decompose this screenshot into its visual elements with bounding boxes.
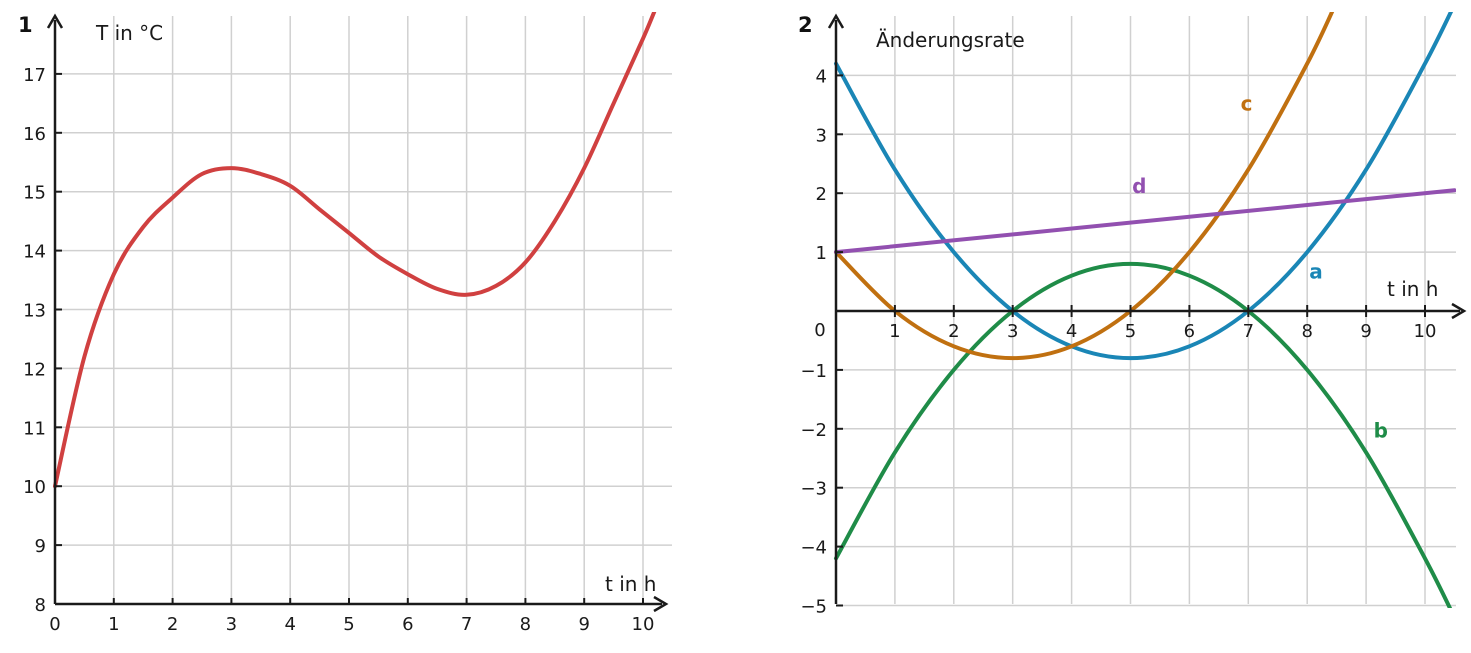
axes	[46, 13, 669, 613]
grid	[55, 16, 672, 604]
x-tick-label: 8	[520, 614, 531, 635]
axes	[827, 13, 1467, 607]
series-line-a	[834, 12, 1454, 361]
series-labels: c d a b	[1132, 92, 1388, 443]
y-tick-label: −3	[800, 479, 827, 500]
x-tick-labels: 1 2 3 4 5 6 7 8 9 10	[889, 321, 1436, 342]
series-label-d: d	[1132, 174, 1146, 198]
series-label-a: a	[1309, 260, 1323, 284]
temperature-line	[53, 12, 657, 489]
series-label-c: c	[1241, 92, 1253, 116]
series-group	[834, 12, 1456, 608]
y-axis-arrow	[46, 13, 64, 29]
y-tick-label: 15	[23, 183, 46, 204]
x-tick-label: 7	[1243, 321, 1254, 342]
x-tick-label: 6	[402, 614, 413, 635]
x-tick-label: 5	[1125, 321, 1136, 342]
y-axis-label: T in °C	[95, 21, 163, 45]
x-tick-label: 3	[1007, 321, 1018, 342]
y-tick-label: 1	[816, 243, 827, 264]
x-tick-label: 3	[226, 614, 237, 635]
y-axis-arrow	[827, 13, 845, 29]
panel-number: 1	[18, 13, 33, 37]
chart-panel-2: 1 2 3 4 5 6 7 8 9 10 4 3 2 1 −1 −2 −3 −4 −5 c d a b 2 Änderu…	[798, 12, 1467, 618]
x-tick-label: 10	[632, 614, 655, 635]
x-tick-label: 2	[167, 614, 178, 635]
y-tick-label: 3	[816, 125, 827, 146]
y-tick-label: 8	[35, 595, 46, 616]
y-tick-label: 4	[816, 66, 827, 87]
y-tick-label: −5	[800, 597, 827, 618]
y-tick-label: −1	[800, 361, 827, 382]
x-tick-label: 4	[284, 614, 295, 635]
x-tick-label: 8	[1301, 321, 1312, 342]
origin-label: 0	[814, 320, 825, 341]
y-tick-label: 16	[23, 124, 46, 145]
x-tick-label: 7	[461, 614, 472, 635]
x-tick-label: 9	[578, 614, 589, 635]
series-line-b	[834, 261, 1453, 608]
x-tick-label: 6	[1184, 321, 1195, 342]
y-tick-label: −2	[800, 420, 827, 441]
panel-number: 2	[798, 13, 813, 37]
x-tick-label: 0	[49, 614, 60, 635]
y-axis-label: Änderungsrate	[876, 28, 1025, 52]
y-tick-label: 11	[23, 418, 46, 439]
x-axis-label: t in h	[605, 572, 656, 596]
y-tick-label: 13	[23, 301, 46, 322]
x-tick-label: 4	[1066, 321, 1077, 342]
x-tick-label: 10	[1414, 321, 1437, 342]
y-tick-label: 12	[23, 359, 46, 380]
y-tick-label: 10	[23, 477, 46, 498]
series-line-d	[834, 188, 1456, 255]
y-tick-label: 9	[35, 536, 46, 557]
y-tick-label: 17	[23, 65, 46, 86]
x-tick-label: 1	[108, 614, 119, 635]
x-tick-label: 5	[343, 614, 354, 635]
x-axis-arrow	[1451, 302, 1467, 320]
x-axis-label: t in h	[1387, 277, 1438, 301]
x-axis-arrow	[653, 595, 669, 613]
series-group	[53, 12, 657, 489]
x-tick-labels: 0 1 2 3 4 5 6 7 8 9 10	[49, 614, 654, 635]
y-tick-label: −4	[800, 538, 827, 559]
x-tick-label: 9	[1360, 321, 1371, 342]
y-tick-labels: 8 9 10 11 12 13 14 15 16 17	[23, 65, 46, 616]
series-label-b: b	[1374, 419, 1388, 443]
y-tick-label: 14	[23, 242, 46, 263]
y-tick-labels: 4 3 2 1 −1 −2 −3 −4 −5	[800, 66, 827, 617]
y-tick-label: 2	[816, 184, 827, 205]
x-tick-label: 2	[948, 321, 959, 342]
series-line-c	[834, 12, 1335, 361]
x-tick-label: 1	[889, 321, 900, 342]
